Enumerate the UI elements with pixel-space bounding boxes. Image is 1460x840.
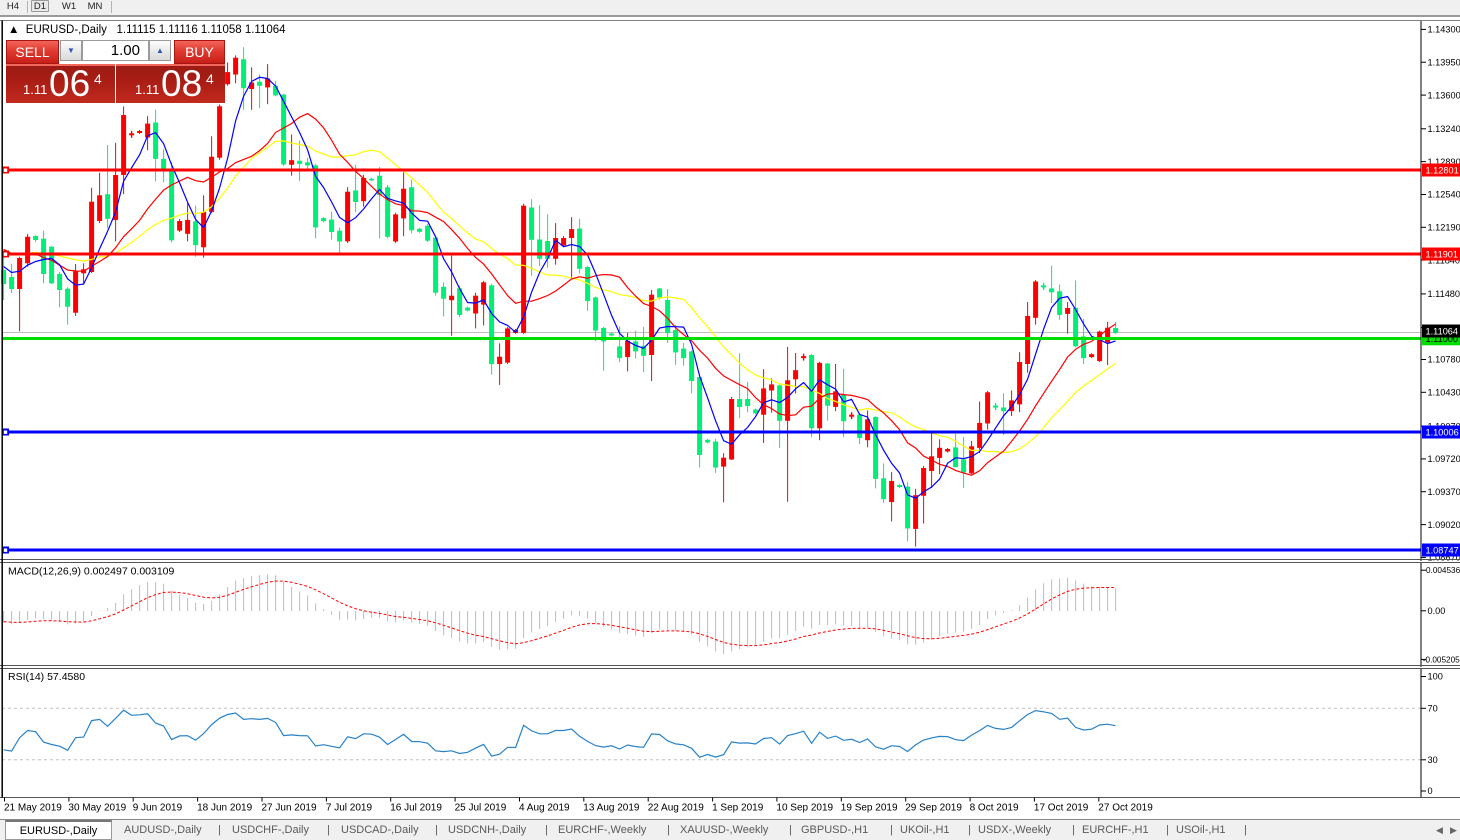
svg-text:1.10006: 1.10006	[1426, 427, 1459, 437]
svg-text:1.08747: 1.08747	[1426, 545, 1459, 555]
svg-text:70: 70	[1428, 704, 1438, 714]
svg-text:1.11480: 1.11480	[1428, 289, 1460, 299]
svg-text:1.12190: 1.12190	[1428, 223, 1460, 233]
svg-text:100: 100	[1428, 672, 1443, 682]
svg-text:25 Jul 2019: 25 Jul 2019	[455, 803, 507, 814]
svg-text:17 Oct 2019: 17 Oct 2019	[1034, 803, 1089, 814]
svg-text:1.09020: 1.09020	[1428, 520, 1460, 530]
svg-text:27 Oct 2019: 27 Oct 2019	[1098, 803, 1153, 814]
svg-text:7 Jul 2019: 7 Jul 2019	[326, 803, 373, 814]
svg-text:-0.005205: -0.005205	[1423, 655, 1460, 664]
svg-text:16 Jul 2019: 16 Jul 2019	[390, 803, 442, 814]
svg-text:1.11064: 1.11064	[1426, 326, 1459, 336]
svg-text:0.004536: 0.004536	[1426, 566, 1460, 575]
svg-text:10 Sep 2019: 10 Sep 2019	[776, 803, 833, 814]
svg-text:RSI(14) 57.4580: RSI(14) 57.4580	[8, 671, 85, 683]
svg-text:1.11901: 1.11901	[1426, 249, 1459, 259]
svg-text:21 May 2019: 21 May 2019	[4, 803, 62, 814]
svg-text:1.12801: 1.12801	[1426, 165, 1459, 175]
svg-text:0: 0	[1428, 786, 1433, 796]
svg-text:1.13600: 1.13600	[1428, 90, 1460, 100]
svg-text:1.13950: 1.13950	[1428, 57, 1460, 67]
svg-text:0.00: 0.00	[1428, 606, 1446, 616]
svg-text:1.11000: 1.11000	[1426, 334, 1459, 344]
svg-text:1.09720: 1.09720	[1428, 454, 1460, 464]
svg-text:1.14300: 1.14300	[1428, 25, 1460, 35]
svg-text:1 Sep 2019: 1 Sep 2019	[712, 803, 764, 814]
svg-text:1.10430: 1.10430	[1428, 388, 1460, 398]
svg-text:1.09370: 1.09370	[1428, 487, 1460, 497]
svg-text:13 Aug 2019: 13 Aug 2019	[583, 803, 640, 814]
svg-text:1.10780: 1.10780	[1428, 355, 1460, 365]
svg-text:1.12890: 1.12890	[1428, 157, 1460, 167]
svg-text:27 Jun 2019: 27 Jun 2019	[262, 803, 317, 814]
svg-text:19 Sep 2019: 19 Sep 2019	[841, 803, 898, 814]
svg-text:1.12540: 1.12540	[1428, 190, 1460, 200]
svg-text:8 Oct 2019: 8 Oct 2019	[970, 803, 1019, 814]
svg-text:29 Sep 2019: 29 Sep 2019	[905, 803, 962, 814]
svg-text:30: 30	[1428, 755, 1438, 765]
svg-text:18 Jun 2019: 18 Jun 2019	[197, 803, 252, 814]
svg-text:4 Aug 2019: 4 Aug 2019	[519, 803, 570, 814]
svg-text:1.13240: 1.13240	[1428, 124, 1460, 134]
svg-text:9 Jun 2019: 9 Jun 2019	[133, 803, 183, 814]
svg-text:30 May 2019: 30 May 2019	[68, 803, 126, 814]
svg-text:MACD(12,26,9) 0.002497 0.00310: MACD(12,26,9) 0.002497 0.003109	[8, 566, 175, 578]
svg-text:1.08670: 1.08670	[1428, 553, 1460, 563]
svg-text:22 Aug 2019: 22 Aug 2019	[648, 803, 705, 814]
